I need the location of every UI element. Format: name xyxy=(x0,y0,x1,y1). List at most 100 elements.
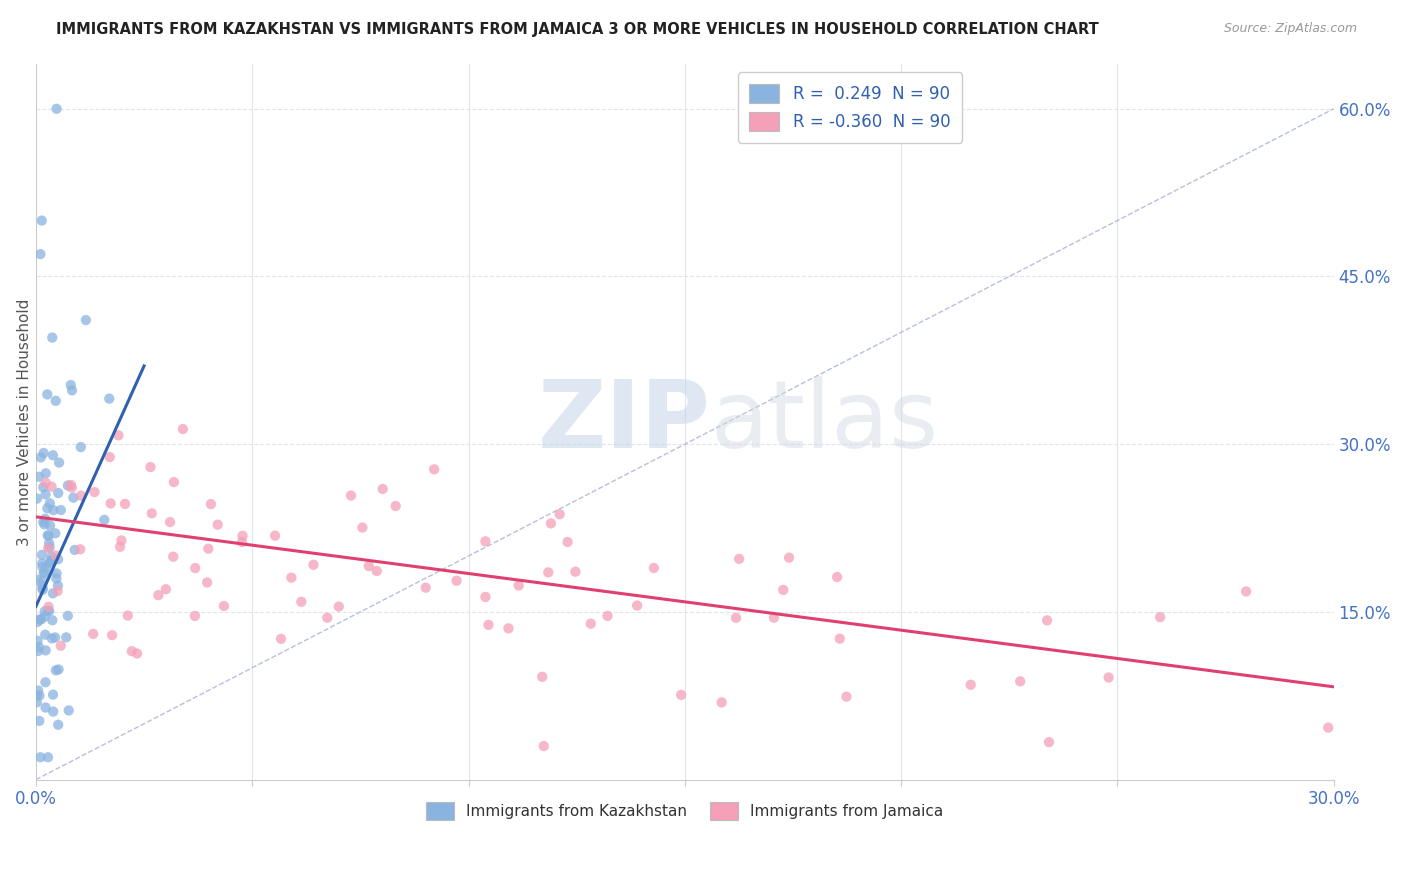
Point xyxy=(32,480,55,494)
Point xyxy=(37,750,59,764)
Point xyxy=(42,503,65,517)
Point xyxy=(474,590,496,604)
Point xyxy=(498,621,520,635)
Point xyxy=(371,482,394,496)
Point xyxy=(27,644,49,658)
Point xyxy=(39,518,62,533)
Point xyxy=(110,533,132,548)
Point xyxy=(32,515,55,529)
Point xyxy=(60,481,83,495)
Point xyxy=(58,703,80,717)
Point xyxy=(49,503,72,517)
Point xyxy=(46,584,69,599)
Point xyxy=(75,313,97,327)
Point xyxy=(38,599,60,614)
Point xyxy=(56,478,79,492)
Point xyxy=(446,574,468,588)
Point xyxy=(25,689,48,703)
Point xyxy=(30,450,52,465)
Point xyxy=(366,564,388,578)
Point xyxy=(1234,584,1257,599)
Point xyxy=(45,664,67,678)
Point xyxy=(55,631,77,645)
Point xyxy=(531,670,554,684)
Point xyxy=(28,612,51,626)
Point xyxy=(34,675,56,690)
Point xyxy=(828,632,851,646)
Point xyxy=(45,393,67,408)
Point xyxy=(98,450,121,464)
Point xyxy=(34,487,56,501)
Point xyxy=(148,588,170,602)
Point xyxy=(38,541,60,555)
Point xyxy=(37,541,59,555)
Point xyxy=(30,750,52,764)
Point xyxy=(82,627,104,641)
Point xyxy=(45,571,67,585)
Point xyxy=(107,428,129,442)
Point xyxy=(34,604,56,618)
Point xyxy=(1317,721,1340,735)
Point xyxy=(41,632,63,646)
Legend: Immigrants from Kazakhstan, Immigrants from Jamaica: Immigrants from Kazakhstan, Immigrants f… xyxy=(420,796,949,826)
Point xyxy=(540,516,562,531)
Point xyxy=(46,552,69,566)
Point xyxy=(27,615,49,629)
Point xyxy=(710,695,733,709)
Point xyxy=(117,608,139,623)
Point xyxy=(28,640,51,654)
Point xyxy=(31,581,53,595)
Point xyxy=(41,549,63,564)
Point xyxy=(1149,610,1171,624)
Point xyxy=(778,550,800,565)
Point xyxy=(42,448,65,462)
Point xyxy=(557,535,579,549)
Point xyxy=(44,631,66,645)
Point xyxy=(34,512,56,526)
Point xyxy=(474,534,496,549)
Point xyxy=(62,491,84,505)
Point xyxy=(83,485,105,500)
Point xyxy=(98,392,121,406)
Point xyxy=(548,507,571,521)
Point xyxy=(32,446,55,460)
Point xyxy=(46,486,69,500)
Point xyxy=(197,541,219,556)
Point xyxy=(46,578,69,592)
Point xyxy=(724,611,747,625)
Point xyxy=(44,526,66,541)
Point xyxy=(626,599,648,613)
Point xyxy=(728,551,751,566)
Point xyxy=(93,513,115,527)
Point xyxy=(669,688,692,702)
Point xyxy=(28,714,51,728)
Point xyxy=(316,611,339,625)
Point xyxy=(28,689,51,703)
Point xyxy=(35,561,58,575)
Point xyxy=(63,543,86,558)
Point xyxy=(27,683,49,698)
Point xyxy=(155,582,177,597)
Point xyxy=(264,529,287,543)
Point xyxy=(762,610,785,624)
Point xyxy=(141,507,163,521)
Point xyxy=(39,554,62,568)
Point xyxy=(28,469,51,483)
Point xyxy=(70,489,93,503)
Point xyxy=(596,609,619,624)
Point xyxy=(41,330,63,344)
Point xyxy=(59,478,82,492)
Point xyxy=(60,384,83,398)
Point xyxy=(38,604,60,618)
Point xyxy=(31,557,53,571)
Point xyxy=(46,718,69,732)
Point xyxy=(37,501,59,516)
Point xyxy=(41,480,63,494)
Point xyxy=(49,639,72,653)
Point xyxy=(477,618,499,632)
Point xyxy=(1038,735,1060,749)
Point xyxy=(125,647,148,661)
Point xyxy=(37,387,59,401)
Point xyxy=(48,456,70,470)
Point xyxy=(579,616,602,631)
